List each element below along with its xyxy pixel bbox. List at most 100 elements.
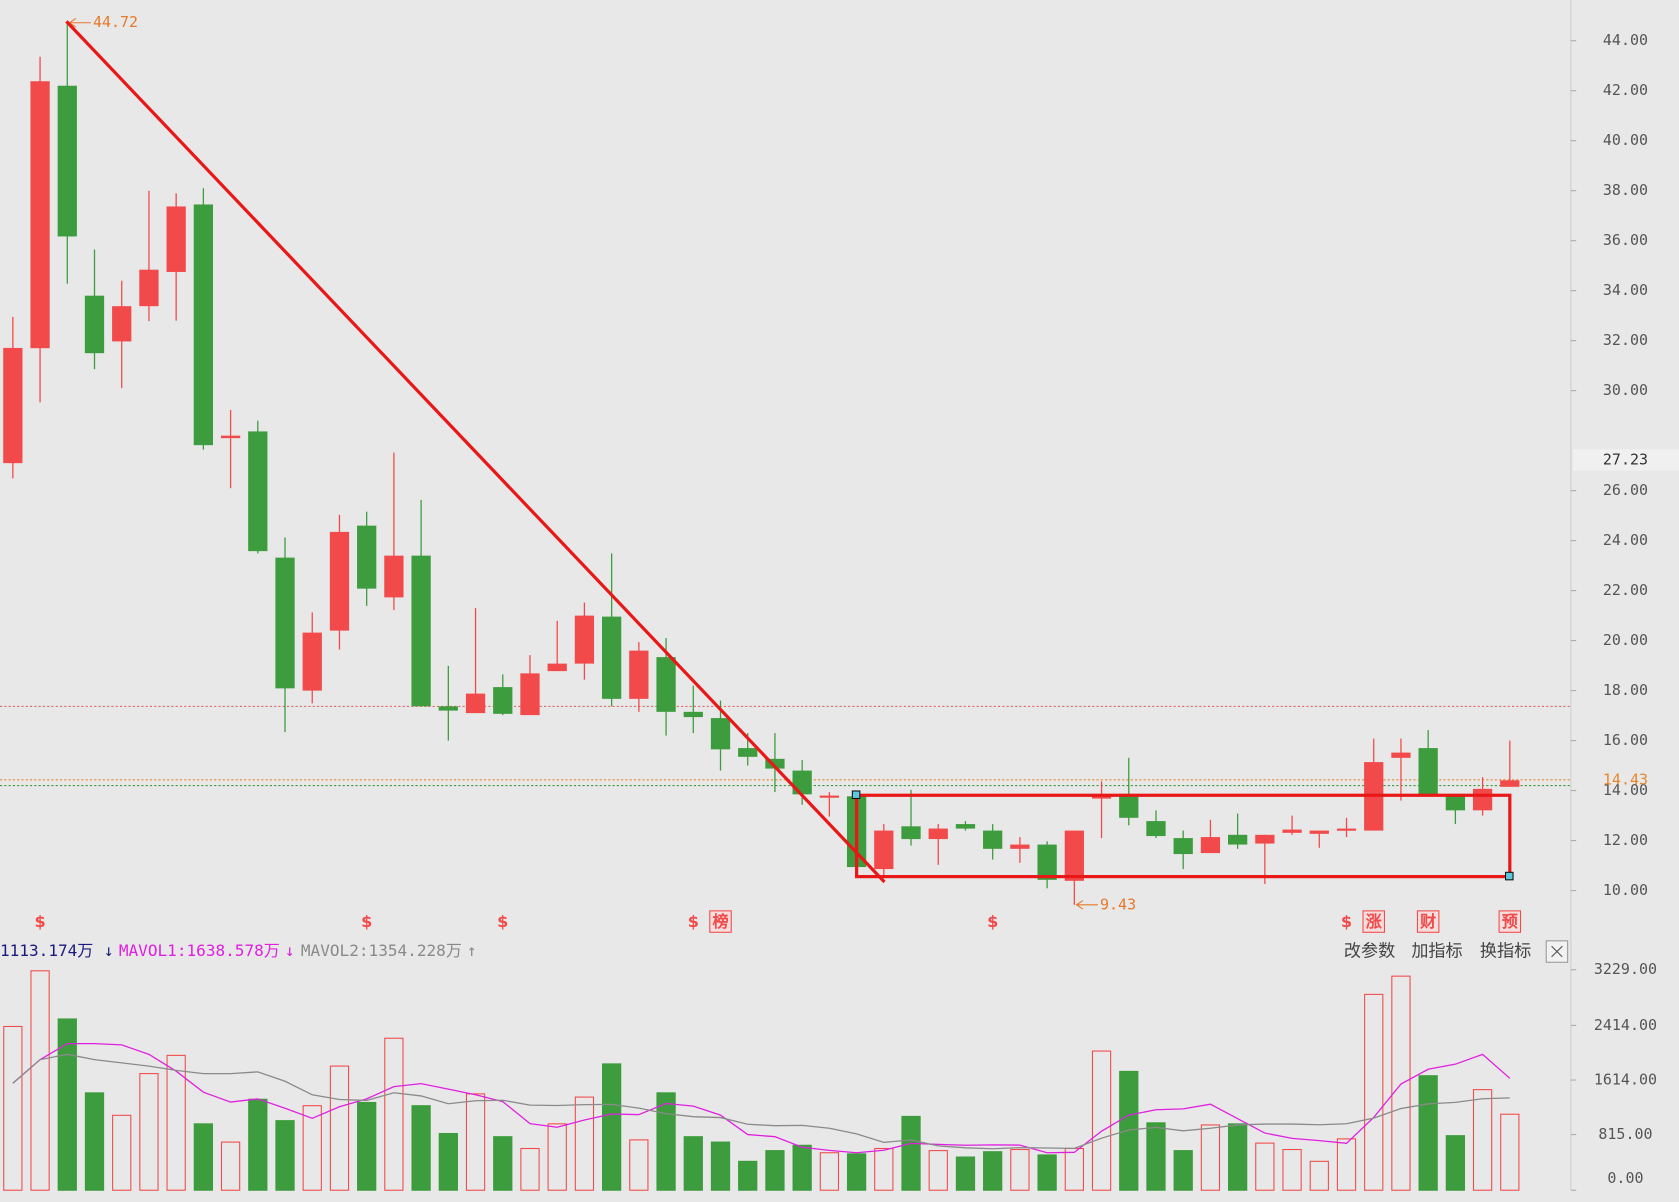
annotation-label: 44.72 <box>93 13 138 31</box>
y-tick-label: 24.00 <box>1603 531 1648 549</box>
candle-body <box>955 824 976 829</box>
volume-bar <box>1418 1075 1438 1191</box>
y-tick-label: 14.00 <box>1603 781 1648 799</box>
volume-bar <box>983 1151 1003 1191</box>
event-icon: 预 <box>1502 912 1518 931</box>
candle-body <box>1391 752 1411 758</box>
volume-bar <box>846 1153 867 1191</box>
y-tick-label: 20.00 <box>1603 631 1648 649</box>
y-tick-label: 1614.00 <box>1594 1071 1657 1089</box>
y-tick-label: 38.00 <box>1603 181 1648 199</box>
legend-entry: ↓ <box>104 941 114 960</box>
volume-bar <box>166 1054 186 1191</box>
candle-body <box>329 531 350 631</box>
volume-bar <box>493 1136 513 1191</box>
candle-body <box>1255 834 1275 844</box>
volume-bar <box>329 1065 350 1191</box>
candle-body <box>139 269 159 307</box>
volume-bar <box>384 1037 404 1191</box>
volume-bar <box>1146 1122 1166 1191</box>
volume-bar <box>193 1123 214 1191</box>
candle-body <box>738 748 758 757</box>
handle <box>1504 871 1514 881</box>
candle-body <box>983 830 1003 849</box>
ma-line <box>12 1053 1510 1150</box>
y-tick-label: 18.00 <box>1603 681 1648 699</box>
volume-bar <box>1336 1138 1357 1191</box>
candle-body <box>1037 844 1057 880</box>
candle-body <box>1418 748 1438 796</box>
trend-line <box>65 20 886 884</box>
candle-body <box>275 557 295 689</box>
volume-bar <box>683 1136 703 1191</box>
y-tick-label: 26.00 <box>1603 481 1648 499</box>
y-tick-label: 30.00 <box>1603 381 1648 399</box>
event-icon: 财 <box>1419 912 1436 931</box>
tool-button[interactable]: 换指标 <box>1480 942 1531 962</box>
candle-body <box>1010 844 1030 849</box>
candle-body <box>1282 829 1302 833</box>
last-price-label: 14.43 <box>1603 770 1648 788</box>
candle-body <box>57 85 77 237</box>
range-box <box>855 793 1512 879</box>
volume-bar <box>438 1132 458 1191</box>
candle-body <box>765 758 785 769</box>
volume-bar <box>220 1141 241 1191</box>
volume-bar <box>1445 1135 1466 1191</box>
y-tick-label: 2414.00 <box>1594 1016 1657 1034</box>
candle-body <box>3 347 23 464</box>
volume-bar <box>1391 975 1411 1191</box>
volume-bar <box>84 1092 105 1191</box>
candle-body <box>302 632 322 691</box>
candle-body <box>465 693 486 714</box>
ma-line <box>12 1042 1511 1154</box>
candle-body <box>1146 821 1166 837</box>
volume-bar <box>57 1018 77 1191</box>
y-tick-label: 42.00 <box>1603 81 1648 99</box>
legend-entry: ↑ <box>467 941 477 960</box>
candle-body <box>1445 795 1466 811</box>
y-tick-label: 16.00 <box>1603 731 1648 749</box>
tool-button[interactable]: 改参数 <box>1344 942 1395 962</box>
candle-body <box>1472 788 1493 811</box>
handle <box>851 790 861 800</box>
candle-body <box>874 830 894 870</box>
y-tick-label: 12.00 <box>1603 831 1648 849</box>
event-icon: $ <box>1341 912 1352 931</box>
candle-body <box>1200 837 1221 854</box>
crosshair-label: 27.23 <box>1603 450 1648 468</box>
candle-body <box>1119 795 1139 818</box>
event-icon: $ <box>497 912 508 931</box>
close-icon <box>1551 945 1563 958</box>
volume-bar <box>1228 1123 1248 1191</box>
volume-bar <box>1173 1150 1193 1191</box>
candle-body <box>384 555 404 598</box>
volume-bar <box>1119 1070 1139 1191</box>
candle-body <box>1309 830 1329 834</box>
candle-body <box>438 706 458 711</box>
event-box <box>709 910 732 933</box>
candle-body <box>1173 838 1193 855</box>
y-tick-label: 22.00 <box>1603 581 1648 599</box>
candle-body <box>710 718 731 750</box>
volume-bar <box>1037 1154 1057 1191</box>
volume-bar <box>901 1115 921 1191</box>
candle-body <box>819 795 840 798</box>
crosshair-box <box>1572 449 1679 471</box>
candle-body <box>1091 795 1112 799</box>
event-icon: $ <box>987 912 998 931</box>
event-icon: $ <box>34 912 45 931</box>
event-box <box>1498 910 1522 933</box>
candle-body <box>683 711 703 718</box>
candle-body <box>411 555 431 707</box>
tool-button[interactable]: 加指标 <box>1411 942 1462 962</box>
volume-bar <box>1255 1142 1275 1191</box>
candle-body <box>166 206 186 272</box>
legend-entry: ↓ <box>285 941 295 960</box>
volume-bar <box>248 1098 268 1191</box>
legend-entry: MAVOL2:1354.228万 <box>301 941 462 960</box>
volume-bar <box>1282 1148 1302 1191</box>
volume-bar <box>112 1114 132 1191</box>
